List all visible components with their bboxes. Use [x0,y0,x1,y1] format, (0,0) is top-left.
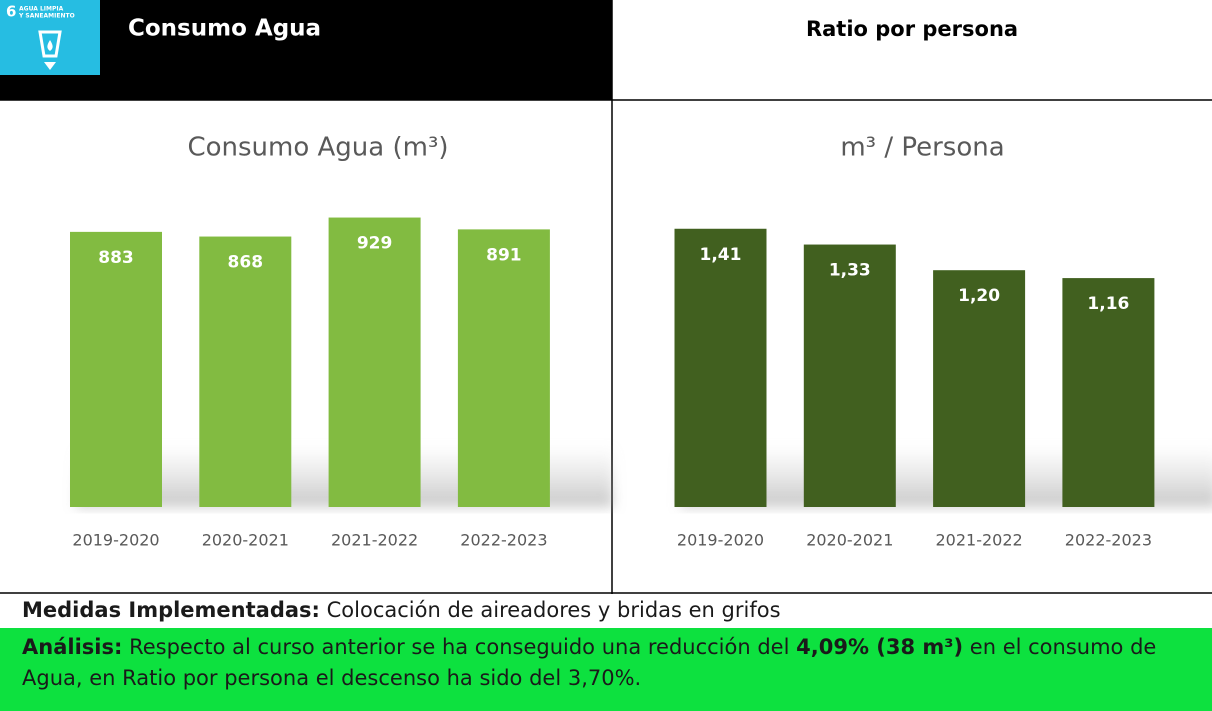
value-label: 1,16 [1087,294,1129,314]
bar [457,229,550,507]
analysis-highlight: 4,09% (38 m³) [796,635,964,659]
bar [1062,278,1155,507]
sdg-glass [38,30,62,58]
x-tick-label: 2022-2023 [1065,531,1152,550]
x-tick-label: 2019-2020 [72,531,159,550]
header-title: Consumo Agua [128,16,321,42]
x-tick-label: 2020-2021 [806,531,893,550]
value-label: 891 [486,245,522,265]
sdg-label: Y SANEAMIENTO [18,13,75,20]
value-label: 1,20 [958,286,1000,306]
analysis-text: en el consumo de Agua, en Ratio por pers… [22,635,1157,690]
chart-title: Consumo Agua (m³) [187,133,448,163]
bar [674,228,767,507]
bar [933,270,1026,507]
measures: Medidas Implementadas: Colocación de air… [0,594,1212,628]
value-label: 868 [228,253,264,273]
x-tick-label: 2022-2023 [460,531,547,550]
x-tick-label: 2020-2021 [202,531,289,550]
analysis: Análisis: Respecto al curso anterior se … [0,628,1212,711]
x-tick-label: 2019-2020 [677,531,764,550]
sdg-label: AGUA LIMPIA [19,6,64,13]
x-tick-label: 2021-2022 [935,531,1022,550]
sdg-drop [47,40,53,51]
analysis-text: Respecto al curso anterior se ha consegu… [129,635,790,659]
measures-label: Medidas Implementadas: [22,598,320,622]
value-label: 929 [357,234,393,254]
sdg-arrow [44,62,56,70]
measures-text: Colocación de aireadores y bridas en gri… [326,598,781,622]
bar [328,217,421,507]
bar [199,236,292,507]
value-label: 1,41 [700,245,742,265]
x-tick-label: 2021-2022 [331,531,418,550]
header-title: Ratio por persona [806,17,1018,41]
sdg-number: 6 [6,3,16,21]
header-left-bg [0,0,612,100]
bar [70,231,162,507]
bar [803,244,896,507]
value-label: 1,33 [829,261,871,281]
value-label: 883 [98,248,134,268]
slide: 6 AGUA LIMPIA Y SANEAMIENTO Consumo Agua… [0,0,1212,594]
chart-title: m³ / Persona [840,133,1004,163]
analysis-label: Análisis: [22,635,123,659]
